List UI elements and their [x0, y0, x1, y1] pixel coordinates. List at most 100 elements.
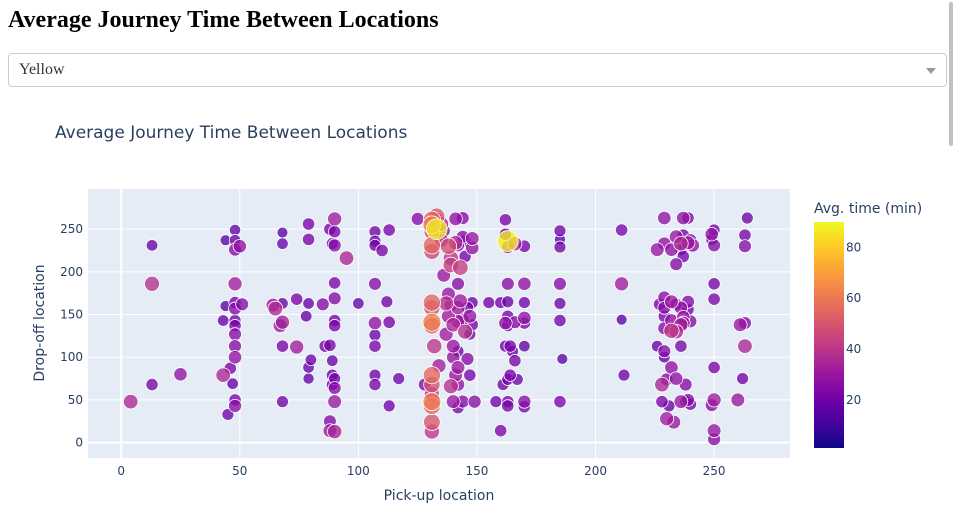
scatter-point[interactable]: [508, 354, 522, 368]
scatter-point[interactable]: [276, 395, 289, 409]
scatter-point[interactable]: [657, 344, 672, 359]
scatter-point[interactable]: [707, 292, 721, 306]
scatter-point[interactable]: [736, 372, 749, 385]
scatter-point[interactable]: [228, 327, 242, 342]
scatter-point[interactable]: [145, 377, 159, 392]
scatter-point[interactable]: [302, 372, 315, 385]
scatter-point[interactable]: [380, 295, 394, 309]
scatter-point[interactable]: [649, 242, 665, 257]
scatter-point[interactable]: [553, 297, 567, 310]
scatter-point[interactable]: [327, 423, 343, 440]
scatter-point[interactable]: [423, 413, 441, 431]
scatter-point[interactable]: [327, 381, 342, 395]
scatter-point[interactable]: [655, 395, 669, 409]
scatter-point[interactable]: [301, 217, 316, 231]
scatter-point[interactable]: [382, 223, 396, 237]
scatter-point[interactable]: [451, 276, 465, 291]
scatter-point[interactable]: [615, 223, 629, 237]
scatter-point[interactable]: [498, 213, 513, 227]
scatter-point[interactable]: [482, 296, 496, 309]
scatter-point[interactable]: [227, 350, 243, 365]
scatter-point[interactable]: [323, 338, 337, 352]
scatter-point[interactable]: [556, 353, 569, 365]
scatter-point[interactable]: [452, 293, 468, 309]
scatter-point[interactable]: [315, 297, 330, 312]
scatter-point[interactable]: [707, 277, 721, 291]
scatter-point[interactable]: [228, 223, 242, 237]
scatter-point[interactable]: [498, 315, 513, 331]
scatter-point[interactable]: [669, 371, 684, 386]
scatter-point[interactable]: [275, 314, 290, 330]
scatter-point[interactable]: [215, 367, 231, 383]
scatter-point[interactable]: [615, 313, 628, 326]
scatter-point[interactable]: [275, 339, 290, 353]
scatter-point[interactable]: [375, 243, 389, 258]
scatter-point[interactable]: [422, 312, 442, 332]
scatter-point[interactable]: [517, 310, 532, 326]
scatter-point[interactable]: [439, 237, 458, 255]
scatter-point[interactable]: [338, 250, 355, 266]
scatter-point[interactable]: [617, 368, 631, 382]
scatter-point[interactable]: [501, 295, 515, 309]
scatter-point[interactable]: [669, 257, 684, 272]
scatter-point[interactable]: [706, 423, 722, 438]
scatter-point[interactable]: [732, 317, 748, 333]
scatter-point[interactable]: [144, 275, 160, 292]
scatter-point[interactable]: [382, 399, 396, 413]
scatter-point[interactable]: [368, 328, 382, 342]
scatter-point[interactable]: [216, 314, 230, 327]
scatter-point[interactable]: [145, 239, 159, 252]
scatter-point[interactable]: [328, 225, 342, 239]
scatter-point[interactable]: [553, 313, 567, 328]
scatter-point[interactable]: [673, 394, 689, 409]
scatter-point[interactable]: [368, 377, 382, 392]
scatter-point[interactable]: [228, 398, 243, 413]
scatter-point[interactable]: [654, 376, 670, 393]
scatter-point[interactable]: [422, 392, 442, 411]
colorbar[interactable]: [814, 222, 844, 448]
scatter-point[interactable]: [442, 378, 459, 395]
scatter-point[interactable]: [553, 240, 567, 254]
scatter-point[interactable]: [737, 338, 753, 354]
scatter-point[interactable]: [707, 360, 721, 375]
scatter-point[interactable]: [289, 339, 305, 355]
scatter-point[interactable]: [352, 297, 365, 310]
scatter-point[interactable]: [448, 211, 463, 227]
scatter-point[interactable]: [503, 339, 517, 353]
scatter-point[interactable]: [664, 294, 679, 310]
scatter-point[interactable]: [517, 296, 531, 309]
scatter-point[interactable]: [327, 291, 342, 306]
scatter-point[interactable]: [460, 352, 475, 366]
scatter-point[interactable]: [464, 231, 480, 246]
scatter-point[interactable]: [276, 237, 289, 250]
scatter-point[interactable]: [494, 424, 508, 438]
scatter-point[interactable]: [445, 338, 461, 354]
scatter-point[interactable]: [304, 353, 318, 366]
scatter-point[interactable]: [299, 310, 313, 323]
scatter-point[interactable]: [462, 308, 478, 324]
scatter-point[interactable]: [235, 297, 250, 312]
page-scrollbar[interactable]: [947, 0, 955, 514]
scatter-point[interactable]: [290, 292, 304, 306]
scatter-point[interactable]: [489, 395, 503, 409]
scatter-point[interactable]: [445, 394, 461, 409]
scatter-point[interactable]: [518, 339, 531, 353]
scatter-point[interactable]: [674, 339, 688, 353]
scatter-point[interactable]: [657, 210, 672, 226]
scatter-point[interactable]: [410, 212, 425, 226]
scatter-point[interactable]: [452, 259, 469, 276]
scatter-point[interactable]: [422, 293, 441, 312]
scatter-point[interactable]: [740, 211, 754, 225]
scatter-point[interactable]: [450, 360, 466, 375]
scrollbar-thumb[interactable]: [949, 2, 953, 146]
scatter-point[interactable]: [503, 368, 517, 382]
scatter-point[interactable]: [500, 276, 515, 291]
scatter-point[interactable]: [517, 276, 532, 291]
scatter-point[interactable]: [267, 300, 284, 317]
scatter-point[interactable]: [226, 377, 239, 390]
scatter-point[interactable]: [302, 297, 315, 310]
scatter-point[interactable]: [676, 210, 691, 226]
scatter-point[interactable]: [496, 230, 519, 252]
scatter-point[interactable]: [706, 392, 722, 408]
scatter-point[interactable]: [327, 211, 343, 227]
